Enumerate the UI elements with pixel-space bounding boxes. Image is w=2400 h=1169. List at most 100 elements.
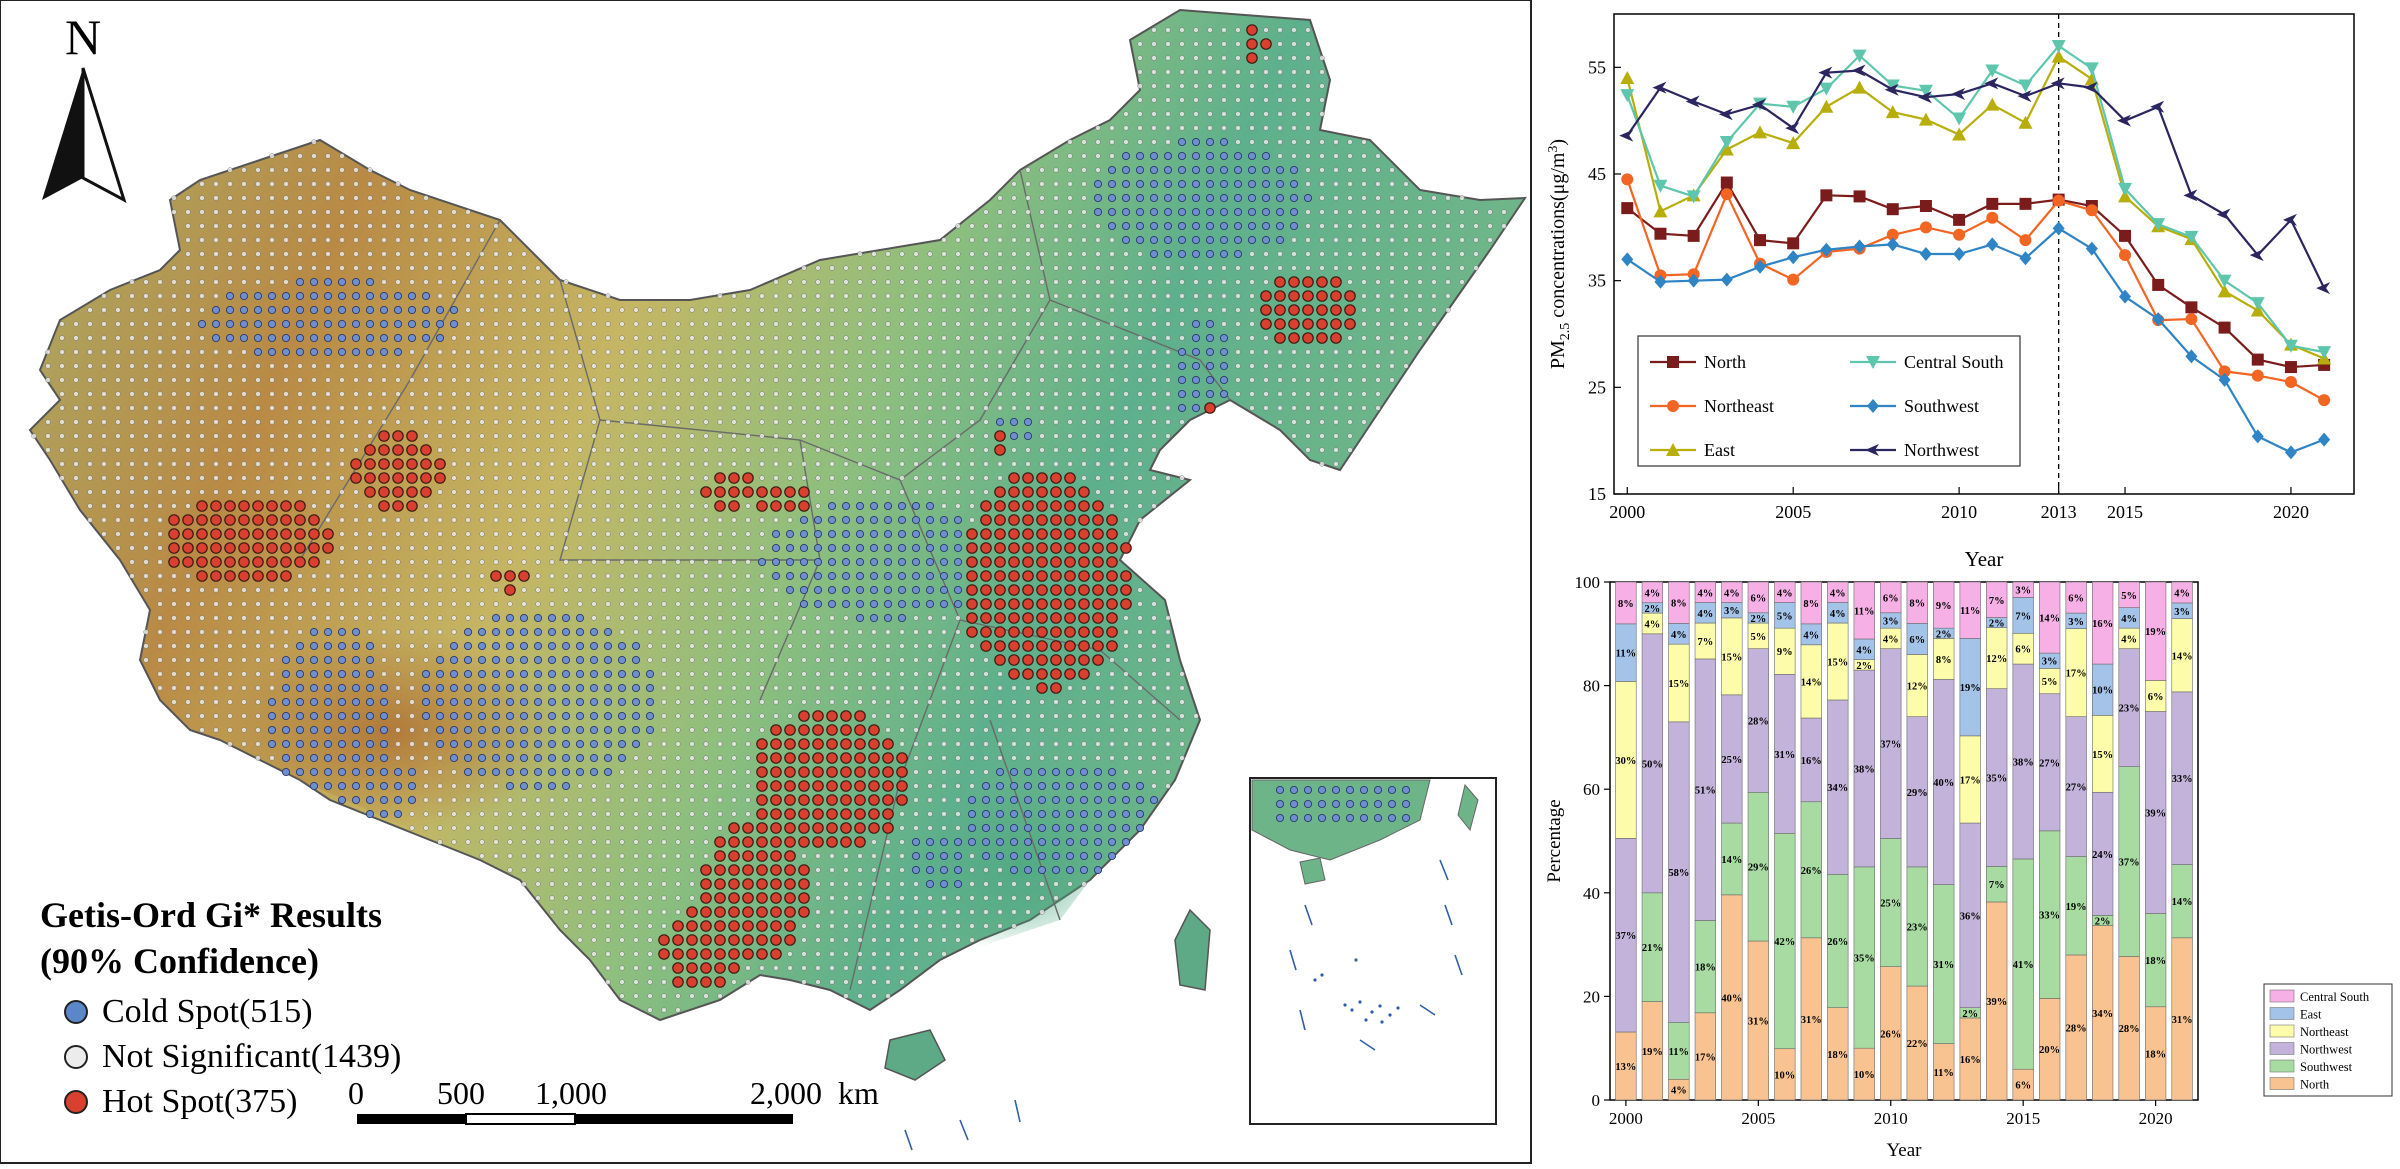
line-xtick-label: 2015 (2107, 502, 2143, 522)
line-point (1919, 247, 1932, 261)
line-point (1719, 136, 1734, 149)
south-china-sea-inset (1249, 777, 1497, 1125)
bar-segment (1827, 581, 1849, 603)
line-point (2218, 321, 2231, 334)
bar-data-label: 26% (1827, 937, 1848, 948)
bar-data-label: 41% (2013, 960, 2034, 971)
bar-data-label: 4% (1777, 588, 1793, 599)
line-point (1918, 112, 1933, 126)
line-point (1621, 173, 1634, 186)
bar-data-label: 10% (2092, 686, 2113, 697)
bar-data-label: 4% (1645, 619, 1661, 630)
bar-data-label: 31% (1774, 750, 1795, 761)
bar-legend-label: East (2300, 1008, 2322, 1022)
line-point (2183, 189, 2198, 202)
bar-data-label: 4% (1697, 588, 1713, 599)
bar-data-label: 33% (2039, 911, 2060, 922)
bar-data-label: 5% (1750, 632, 1766, 643)
bar-data-label: 3% (1724, 606, 1740, 617)
bar-data-label: 4% (1883, 634, 1899, 645)
bar-data-label: 6% (2015, 645, 2031, 656)
bar-data-label: 35% (1854, 954, 1875, 965)
bar-data-label: 34% (2092, 1009, 2113, 1020)
pm25-line-chart: 15 25 35 45 55 2000 2005 2010 2013 2015 2020 Year PM… (1546, 13, 2355, 571)
bar-data-label: 58% (1668, 868, 1689, 879)
bar-data-label: 2% (1750, 614, 1766, 625)
bar-data-label: 4% (1856, 645, 1872, 656)
bar-data-label: 40% (1933, 778, 1954, 789)
line-legend-label: Northeast (1704, 396, 1774, 416)
line-point (1820, 242, 1833, 257)
bar-data-label: 16% (2092, 619, 2113, 630)
bar-data-label: 10% (1854, 1070, 1875, 1081)
province-borders (299, 169, 1231, 991)
bar-legend-swatch (2269, 1042, 2295, 1055)
cold-spot-swatch (64, 1000, 88, 1024)
bar-data-label: 7% (2015, 611, 2031, 622)
line-point (1754, 234, 1767, 247)
line-point (1720, 272, 1733, 287)
line-point (2117, 114, 2132, 127)
bar-data-label: 3% (2015, 586, 2031, 597)
line-legend-label: North (1704, 352, 1746, 372)
line-xtick-label: 2005 (1775, 502, 1811, 522)
line-point (2185, 349, 2198, 364)
line-point (1986, 197, 1999, 210)
line-point (1785, 122, 1800, 135)
line-point (1653, 204, 1668, 218)
bar-plot-frame (1609, 581, 2199, 1101)
legend-item-not-significant: Not Significant(1439) (64, 1038, 401, 1076)
bar-data-label: 17% (1960, 775, 1981, 786)
bar-legend-label: North (2300, 1078, 2330, 1092)
line-point (1886, 228, 1899, 241)
line-point (1687, 229, 1700, 242)
bar-data-label: 18% (1827, 1050, 1848, 1061)
series-central-south (1620, 40, 2332, 360)
bar-data-label: 13% (1615, 1062, 1636, 1073)
line-point (2052, 221, 2065, 236)
plateau-shading (190, 520, 760, 860)
bar-data-label: 18% (1695, 963, 1716, 974)
line-series-path (1626, 178, 2325, 402)
bar-data-label: 3% (2174, 607, 2190, 618)
bar-data-label: 39% (1986, 997, 2007, 1008)
bar-legend-label: Central South (2300, 990, 2370, 1004)
line-point (2283, 339, 2298, 353)
bar-data-label: 4% (1697, 609, 1713, 620)
line-point (2316, 282, 2331, 295)
bar-data-label: 6% (1909, 635, 1925, 646)
line-point (2251, 429, 2264, 444)
bar-segment (1774, 581, 1796, 603)
bar-data-label: 2% (2095, 916, 2111, 927)
line-point (1919, 200, 1932, 212)
bar-data-label: 9% (1777, 647, 1793, 658)
bar-segment (2012, 581, 2034, 598)
bar-data-label: 4% (1671, 630, 1687, 641)
lowland-shading (760, 650, 1180, 990)
line-point (2018, 79, 2033, 93)
line-point (2017, 90, 2032, 103)
bar-data-label: 26% (1801, 866, 1822, 877)
line-point (1752, 98, 1767, 111)
line-point (1952, 112, 1967, 126)
bar-data-label: 19% (2145, 627, 2166, 638)
bar-data-label: 4% (2121, 634, 2137, 645)
line-series-path (1626, 55, 2325, 360)
bar-data-label: 26% (1880, 1029, 1901, 1040)
bar-data-label: 11% (1854, 606, 1874, 617)
line-point (1986, 237, 1999, 252)
bar-data-label: 51% (1695, 786, 1716, 797)
line-xlabel: Year (1965, 547, 2004, 571)
bar-data-label: 3% (2068, 617, 2084, 628)
line-point (1984, 77, 1999, 90)
line-legend-box (1637, 335, 2021, 467)
bar-data-label: 9% (1936, 601, 1952, 612)
bar-data-label: 4% (2174, 588, 2190, 599)
scale-label-1000: 1,000 (535, 1075, 607, 1111)
line-point (1953, 228, 1966, 241)
line-point (2085, 241, 2098, 256)
series-southwest (1621, 221, 2331, 460)
bar-xlabel: Year (1886, 1140, 1922, 1161)
line-xtick-label: 2020 (2273, 502, 2309, 522)
bar-data-label: 37% (2119, 858, 2140, 869)
